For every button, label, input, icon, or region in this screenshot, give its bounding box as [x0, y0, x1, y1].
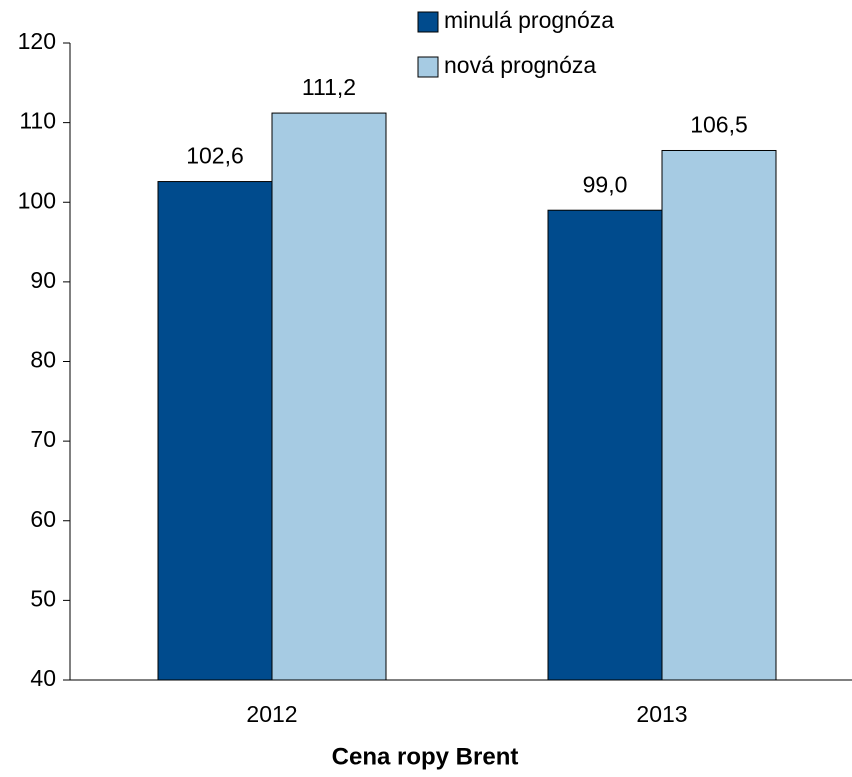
x-tick-label: 2012: [246, 701, 297, 727]
y-tick-label: 70: [30, 426, 56, 452]
y-tick-label: 100: [18, 187, 56, 213]
value-label: 102,6: [186, 143, 244, 169]
y-tick-label: 110: [19, 108, 56, 134]
legend-label: minulá prognóza: [444, 7, 614, 33]
legend-swatch: [417, 56, 439, 78]
bar: [661, 149, 777, 681]
y-tick-label: 40: [30, 665, 56, 691]
y-tick-label: 120: [18, 28, 56, 54]
bar: [157, 181, 273, 681]
x-axis-label: Cena ropy Brent: [332, 743, 519, 770]
bar: [547, 209, 663, 681]
y-tick-label: 50: [30, 585, 56, 611]
y-tick-label: 80: [30, 347, 56, 373]
bar: [271, 112, 387, 681]
y-tick-label: 60: [30, 506, 56, 532]
value-label: 106,5: [690, 112, 748, 138]
y-tick-label: 90: [30, 267, 56, 293]
x-tick-label: 2013: [636, 701, 687, 727]
value-label: 111,2: [302, 74, 356, 100]
value-label: 99,0: [583, 171, 628, 197]
legend-swatch: [417, 11, 439, 33]
legend-label: nová prognóza: [444, 52, 596, 78]
